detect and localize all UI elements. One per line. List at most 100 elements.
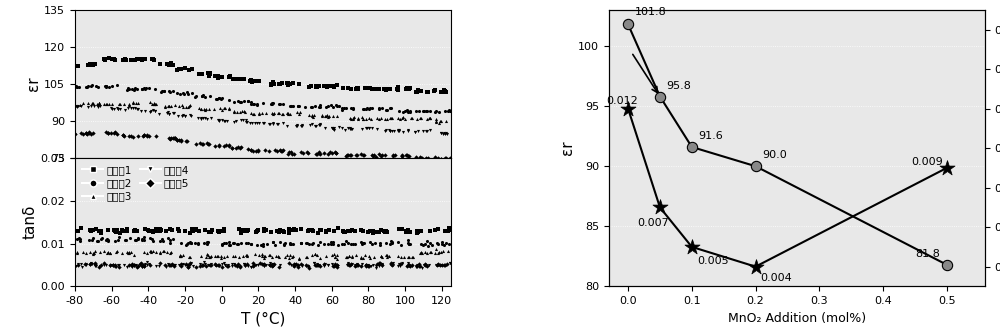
实施例5 (328, 150, 344, 155)
实施例2 (195, 92, 211, 97)
实施例5 (59, 130, 75, 135)
Point (240, 263, 256, 268)
实施例1 (83, 62, 99, 67)
Point (152, 228, 168, 234)
实施例4 (90, 104, 106, 109)
实施例1 (408, 89, 424, 95)
实施例1 (280, 81, 296, 86)
Point (202, 262, 218, 267)
实施例1 (398, 86, 414, 92)
Point (110, 237, 126, 243)
实施例1 (433, 89, 449, 95)
Point (152, 226, 168, 232)
实施例1 (146, 58, 162, 63)
实施例1 (107, 57, 123, 63)
实施例4 (262, 122, 278, 127)
Point (293, 240, 309, 245)
实施例1 (123, 57, 139, 63)
实施例3 (382, 115, 398, 121)
实施例2 (271, 101, 287, 107)
Point (245, 260, 261, 266)
实施例2 (355, 106, 371, 111)
Point (200, 239, 216, 244)
实施例5 (281, 150, 297, 155)
Point (152, 260, 168, 266)
实施例5 (136, 133, 152, 138)
Point (182, 239, 198, 245)
Point (62, 264, 78, 269)
Point (417, 262, 433, 267)
实施例5 (295, 151, 311, 156)
Point (237, 228, 253, 233)
Point (321, 227, 337, 233)
Point (188, 227, 204, 232)
实施例2 (169, 90, 185, 95)
实施例1 (171, 67, 187, 72)
Point (438, 262, 454, 267)
Point (184, 226, 200, 232)
Point (190, 241, 206, 247)
实施例1 (133, 56, 149, 61)
实施例5 (408, 155, 424, 160)
实施例4 (210, 117, 226, 123)
实施例5 (394, 154, 410, 159)
实施例3 (245, 112, 261, 117)
Point (180, 263, 196, 268)
实施例3 (282, 112, 298, 117)
Point (327, 254, 343, 260)
Point (353, 239, 369, 244)
实施例3 (196, 106, 212, 112)
实施例5 (356, 153, 372, 158)
实施例1 (377, 86, 393, 91)
Point (282, 241, 298, 246)
实施例4 (68, 104, 84, 109)
Point (256, 255, 272, 261)
Point (152, 238, 168, 244)
实施例2 (283, 104, 299, 109)
实施例3 (377, 116, 393, 122)
Point (316, 261, 332, 267)
实施例5 (79, 131, 95, 136)
Point (390, 254, 406, 259)
Point (85, 251, 101, 256)
实施例4 (211, 119, 227, 124)
Point (108, 229, 124, 235)
实施例2 (411, 108, 427, 113)
实施例4 (166, 111, 182, 116)
实施例1 (118, 58, 134, 63)
实施例1 (311, 83, 327, 88)
实施例3 (65, 102, 81, 107)
实施例1 (214, 75, 230, 80)
实施例5 (66, 130, 82, 136)
Point (281, 226, 297, 232)
Point (72, 236, 88, 242)
实施例4 (308, 124, 324, 129)
Point (257, 253, 273, 258)
实施例5 (269, 148, 285, 154)
实施例4 (378, 128, 394, 133)
实施例1 (137, 56, 153, 61)
实施例3 (214, 107, 230, 112)
实施例4 (130, 106, 146, 112)
实施例2 (67, 84, 83, 89)
实施例2 (126, 87, 142, 93)
实施例4 (69, 104, 85, 109)
实施例2 (211, 96, 227, 101)
实施例4 (70, 103, 86, 109)
实施例2 (184, 91, 200, 96)
Point (201, 255, 217, 260)
实施例1 (436, 88, 452, 93)
实施例4 (83, 104, 99, 109)
Point (239, 254, 255, 259)
实施例4 (216, 118, 232, 123)
Point (372, 261, 388, 266)
Point (162, 237, 178, 243)
Point (196, 259, 212, 265)
实施例5 (161, 135, 177, 141)
Point (158, 228, 174, 234)
Point (233, 230, 249, 235)
实施例3 (175, 104, 191, 110)
Point (78, 263, 94, 268)
实施例1 (222, 73, 238, 78)
实施例4 (137, 109, 153, 114)
